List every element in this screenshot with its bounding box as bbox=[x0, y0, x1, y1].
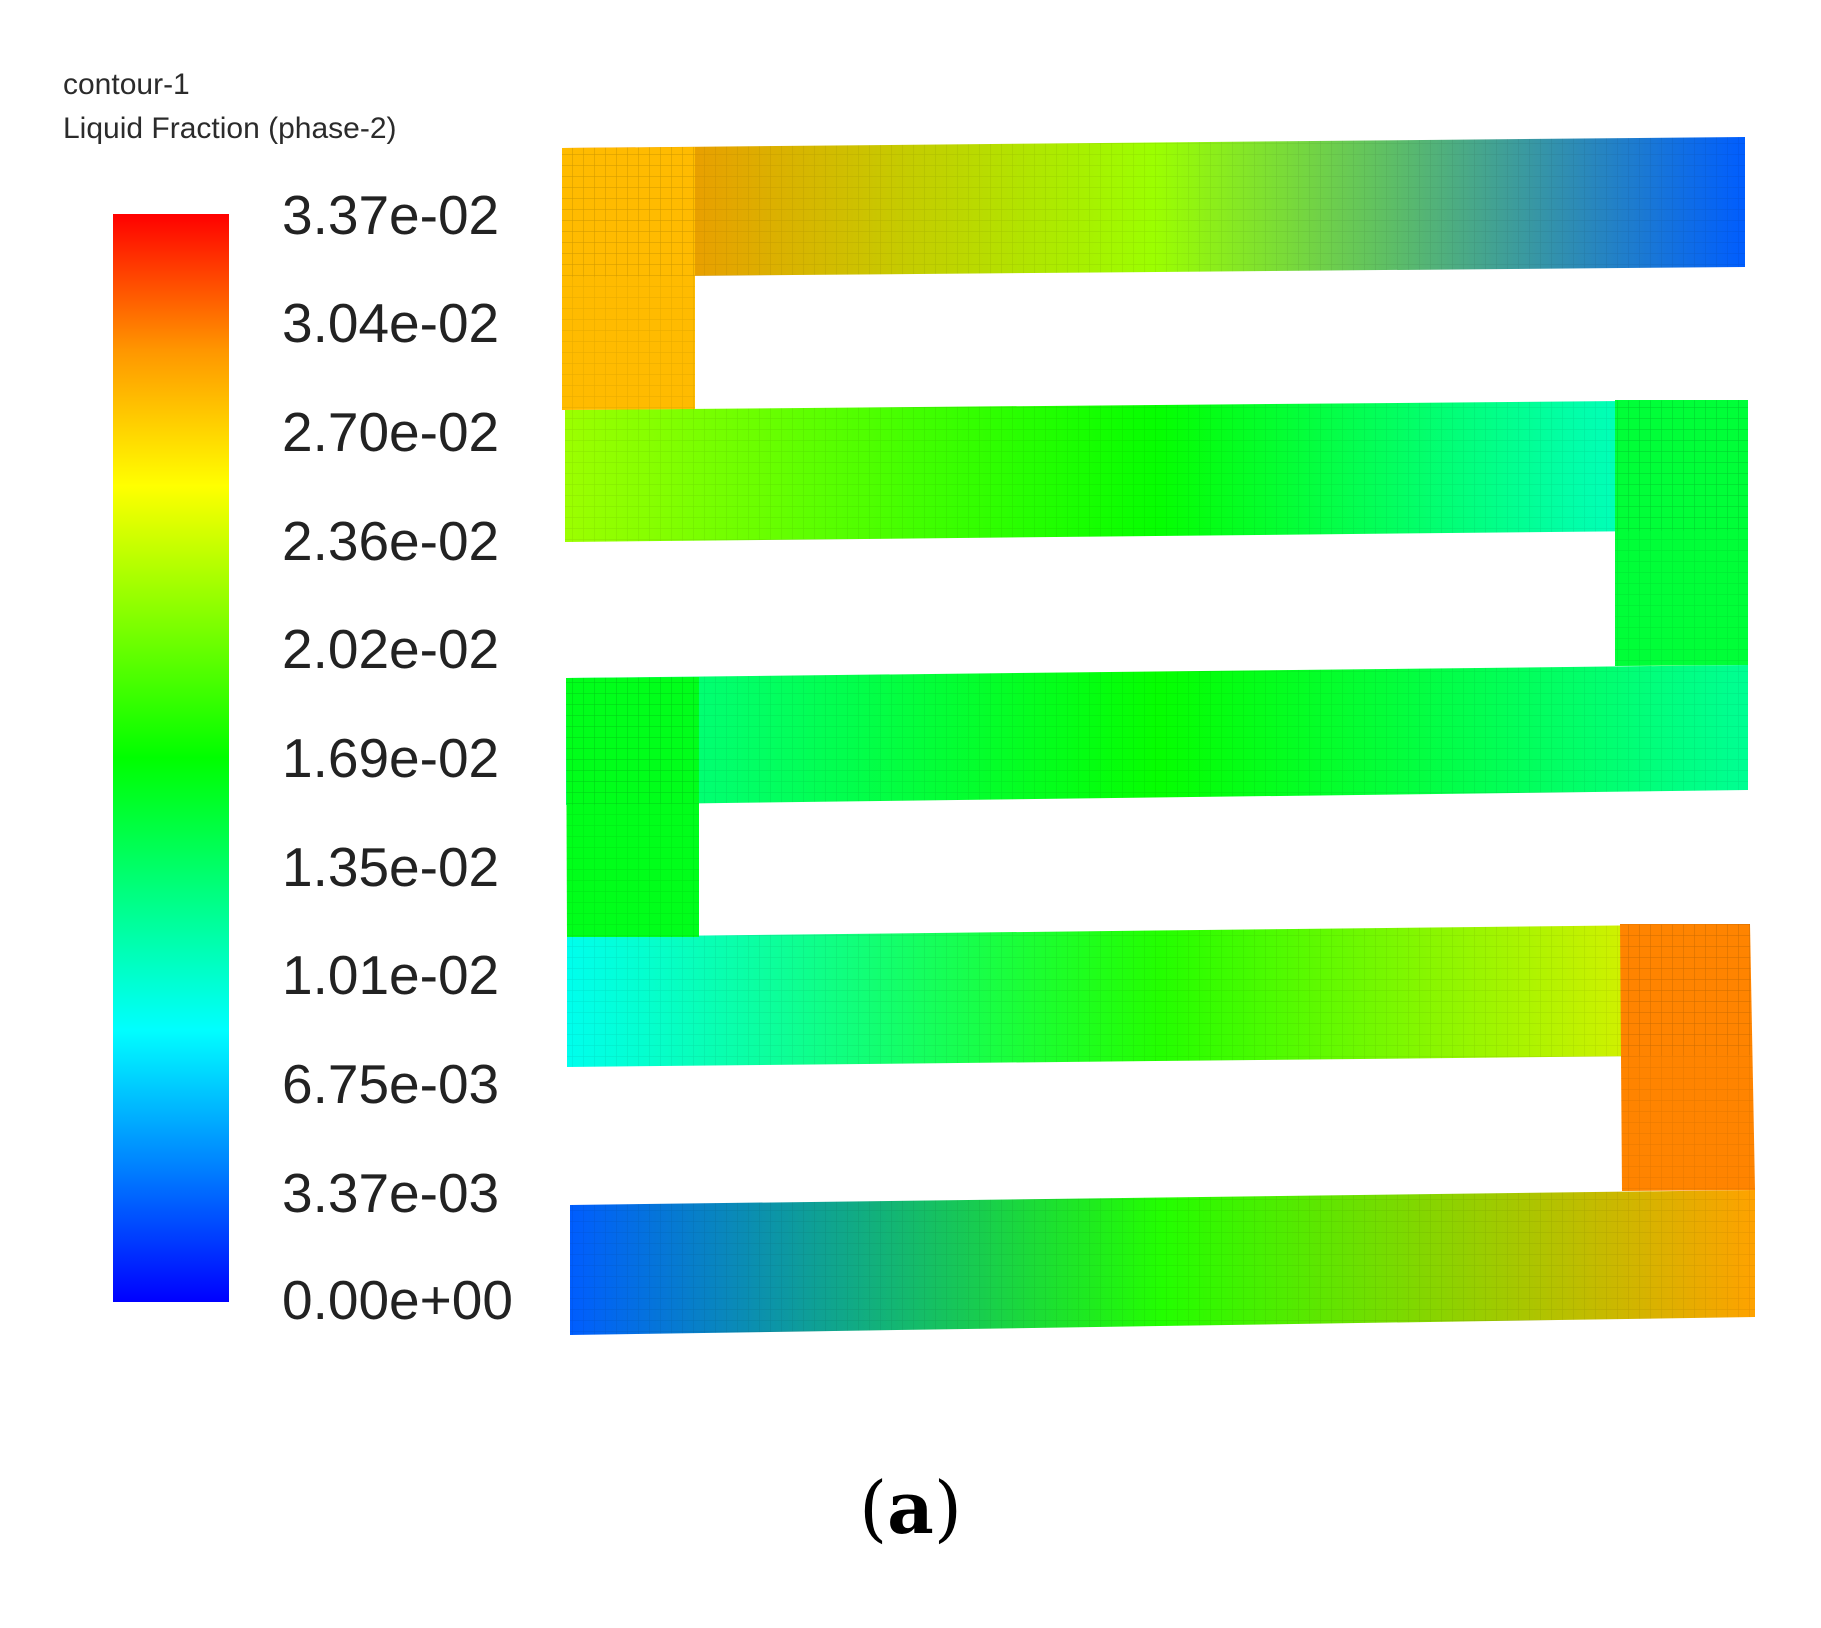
tick-label: 2.70e-02 bbox=[282, 401, 500, 463]
tick-label: 3.37e-03 bbox=[282, 1162, 500, 1224]
tick-label: 2.36e-02 bbox=[282, 510, 500, 572]
tick-label: 0.00e+00 bbox=[282, 1269, 513, 1331]
mesh-overlay bbox=[562, 147, 695, 410]
colorbar bbox=[113, 214, 229, 1302]
mesh-overlay bbox=[565, 400, 1748, 542]
tick-label: 1.01e-02 bbox=[282, 944, 500, 1006]
tick-label: 3.04e-02 bbox=[282, 292, 500, 354]
tick-label: 6.75e-03 bbox=[282, 1053, 500, 1115]
mesh-overlay bbox=[562, 137, 1745, 277]
mesh-overlay bbox=[1620, 924, 1755, 1191]
tick-label: 3.37e-02 bbox=[282, 184, 500, 246]
mesh-overlay bbox=[566, 665, 1748, 805]
mesh-overlay bbox=[566, 677, 699, 937]
caption-label: a bbox=[887, 1465, 934, 1550]
figure-caption: (a) bbox=[0, 1465, 1821, 1550]
tick-label: 1.35e-02 bbox=[282, 836, 500, 898]
tick-label: 1.69e-02 bbox=[282, 727, 500, 789]
caption-open: ( bbox=[859, 1466, 888, 1550]
contour-title: contour-1 bbox=[63, 68, 190, 101]
mesh-overlay bbox=[567, 924, 1750, 1067]
caption-close: ) bbox=[933, 1466, 962, 1550]
contour-variable: Liquid Fraction (phase-2) bbox=[63, 112, 397, 145]
tick-label: 2.02e-02 bbox=[282, 618, 500, 680]
mesh-overlay bbox=[1615, 400, 1748, 666]
mesh-overlay bbox=[570, 1190, 1755, 1335]
